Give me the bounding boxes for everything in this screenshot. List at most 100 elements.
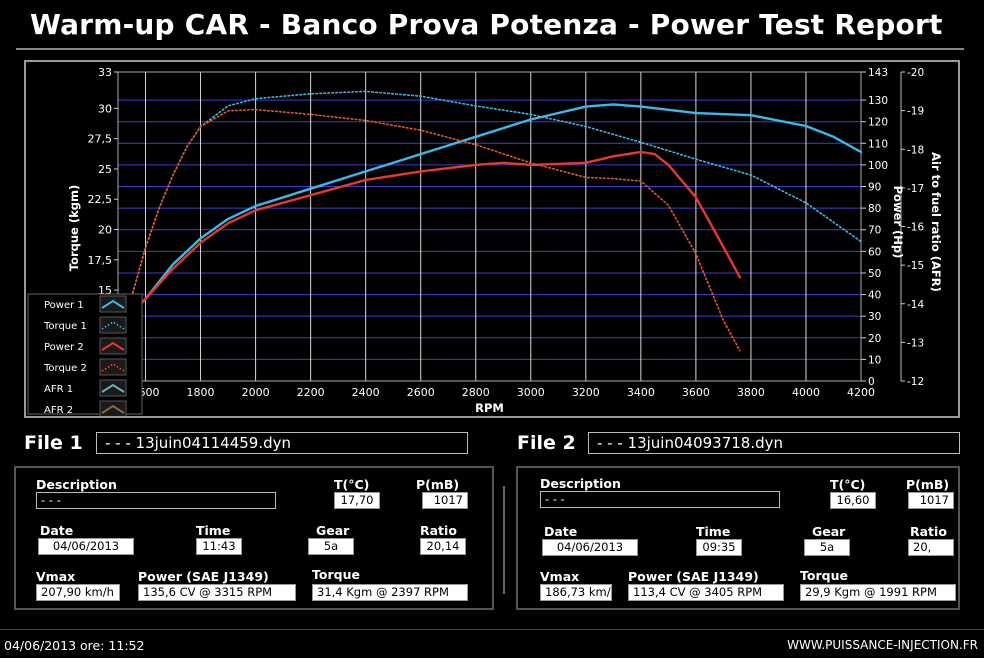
title-divider <box>16 48 964 50</box>
panel-separator <box>503 486 505 594</box>
power-tick-label-3: 30 <box>868 311 881 323</box>
legend-swatch-2 <box>99 337 127 355</box>
legend-swatch-5 <box>99 400 127 418</box>
file2-torque-label: Torque <box>800 568 848 583</box>
file2-gear-label: Gear <box>812 524 846 539</box>
file2-temp-field[interactable]: 16,60 <box>830 492 876 509</box>
file2-vmax-field[interactable]: 186,73 km/ <box>540 584 612 601</box>
torque-tick-label-6: 25 <box>98 163 112 176</box>
file1-date-label: Date <box>40 523 74 538</box>
series-line-power-2 <box>116 150 742 326</box>
legend-label-2: Power 2 <box>44 342 84 353</box>
file2-gear-field[interactable]: 5a <box>804 539 850 556</box>
file1-ratio-field[interactable]: 20,14 <box>420 538 466 555</box>
torque-axis-title: Torque (kgm) <box>67 185 81 272</box>
rpm-tick-label-12: 4000 <box>792 386 820 399</box>
file2-pressure-label: P(mB) <box>906 477 950 492</box>
power-tick-label-6: 60 <box>868 246 881 258</box>
power-tick-label-2: 20 <box>868 333 881 345</box>
file2-torque-field[interactable]: 29,9 Kgm @ 1991 RPM <box>800 584 956 601</box>
rpm-tick-label-10: 3600 <box>682 386 710 399</box>
file1-pressure-field[interactable]: 1017 <box>422 492 468 509</box>
afr-tick-label-6: -18 <box>907 144 924 156</box>
file1-description-label: Description <box>36 477 117 492</box>
rpm-tick-label-9: 3400 <box>627 386 655 399</box>
file1-power-field[interactable]: 135,6 CV @ 3315 RPM <box>138 584 296 601</box>
file1-torque-label: Torque <box>312 567 360 582</box>
rpm-tick-label-3: 2200 <box>297 386 325 399</box>
rpm-tick-label-13: 4200 <box>847 386 875 399</box>
legend-line-4 <box>101 383 125 393</box>
power-tick-label-5: 50 <box>868 268 881 280</box>
dyno-chart-frame: 1012,51517,52022,52527,53033010203040506… <box>24 60 960 418</box>
file1-name-field[interactable]: - - - 13juin04114459.dyn <box>96 432 468 454</box>
legend-line-5 <box>101 404 125 414</box>
torque-tick-label-5: 22,5 <box>88 193 113 206</box>
file1-vmax-label: Vmax <box>36 569 76 584</box>
file2-time-field[interactable]: 09:35 <box>696 539 742 556</box>
file2-power-field[interactable]: 113,4 CV @ 3405 RPM <box>628 584 784 601</box>
file1-torque-field[interactable]: 31,4 Kgm @ 2397 RPM <box>312 584 468 601</box>
rpm-tick-label-6: 2800 <box>462 386 490 399</box>
file1-description-field[interactable]: - - - <box>36 492 276 509</box>
power-tick-label-1: 10 <box>868 354 881 366</box>
file2-time-label: Time <box>696 524 731 539</box>
legend-line-1 <box>101 321 125 330</box>
power-tick-label-13: 130 <box>868 95 888 107</box>
legend-label-5: AFR 2 <box>44 405 73 416</box>
report-title: Warm-up CAR - Banco Prova Potenza - Powe… <box>30 8 943 41</box>
power-tick-label-12: 120 <box>868 117 888 129</box>
file1-label: File 1 <box>24 432 83 454</box>
file2-pressure-field[interactable]: 1017 <box>908 492 954 509</box>
file1-power-label: Power (SAE J1349) <box>138 569 269 584</box>
file1-vmax-field[interactable]: 207,90 km/h <box>36 584 120 601</box>
file2-power-label: Power (SAE J1349) <box>628 569 759 584</box>
file1-details-panel: Description - - - T(°C) 17,70 P(mB) 1017… <box>14 466 494 610</box>
file1-pressure-label: P(mB) <box>416 477 460 492</box>
power-tick-label-14: 143 <box>868 67 888 79</box>
rpm-tick-label-2: 2000 <box>242 386 270 399</box>
file2-temp-label: T(°C) <box>830 477 866 492</box>
file2-ratio-field[interactable]: 20, <box>908 539 954 556</box>
power-tick-label-10: 100 <box>868 160 888 172</box>
legend-label-3: Torque 2 <box>43 363 87 374</box>
rpm-tick-label-1: 1800 <box>187 386 215 399</box>
torque-tick-label-3: 17,5 <box>88 254 113 267</box>
dyno-chart: 1012,51517,52022,52527,53033010203040506… <box>27 66 943 418</box>
afr-tick-label-4: -16 <box>907 222 924 234</box>
file1-temp-field[interactable]: 17,70 <box>334 492 380 509</box>
afr-tick-label-3: -15 <box>907 260 924 272</box>
afr-tick-label-7: -19 <box>907 106 924 118</box>
file1-temp-label: T(°C) <box>334 477 370 492</box>
file1-ratio-label: Ratio <box>420 523 457 538</box>
file2-label: File 2 <box>517 432 576 454</box>
series-line-power-1 <box>116 103 863 329</box>
legend-swatch-4 <box>99 379 127 397</box>
legend-swatch-0 <box>99 295 127 313</box>
legend-label-4: AFR 1 <box>44 384 73 395</box>
rpm-tick-label-11: 3800 <box>737 386 765 399</box>
legend-line-2 <box>101 341 125 351</box>
torque-tick-label-8: 30 <box>98 102 112 115</box>
rpm-tick-label-5: 2600 <box>407 386 435 399</box>
file1-date-field[interactable]: 04/06/2013 <box>38 538 134 555</box>
x-axis-title: RPM <box>475 401 504 415</box>
rpm-tick-label-7: 3000 <box>517 386 545 399</box>
file1-gear-field[interactable]: 5a <box>308 538 354 555</box>
power-tick-label-7: 70 <box>868 225 881 237</box>
file1-time-field[interactable]: 11:43 <box>196 538 242 555</box>
afr-tick-label-5: -17 <box>907 183 924 195</box>
torque-tick-label-7: 27,5 <box>88 133 113 146</box>
footer-website: WWW.PUISSANCE-INJECTION.FR <box>787 638 978 652</box>
series-line-torque-1 <box>117 90 862 340</box>
file2-name-field[interactable]: - - - 13juin04093718.dyn <box>588 432 960 454</box>
legend-line-3 <box>101 363 125 372</box>
series-line-torque-2 <box>117 108 741 352</box>
afr-axis-title: Air to fuel ratio (AFR) <box>929 152 943 292</box>
afr-tick-label-2: -14 <box>907 299 924 311</box>
file2-date-field[interactable]: 04/06/2013 <box>542 539 638 556</box>
file1-time-label: Time <box>196 523 231 538</box>
file2-date-label: Date <box>544 524 578 539</box>
torque-tick-label-9: 33 <box>98 66 112 79</box>
file2-description-field[interactable]: - - - <box>540 491 780 508</box>
